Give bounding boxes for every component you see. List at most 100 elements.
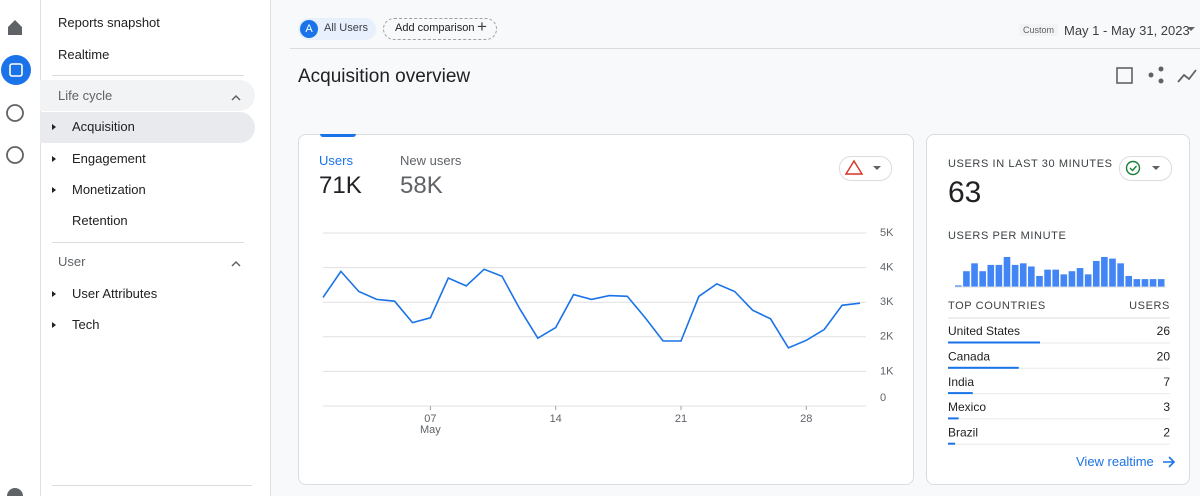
nav-item[interactable]: Retention [72, 213, 128, 228]
country-value: 2 [1163, 425, 1170, 439]
nav-item[interactable]: User Attributes [72, 286, 158, 301]
country-name: Canada [948, 349, 990, 363]
segment-label: All Users [324, 22, 369, 34]
y-tick-label: 2K [880, 331, 894, 343]
reports-icon[interactable] [1, 55, 31, 85]
country-name: United States [948, 324, 1020, 338]
minute-bar [955, 285, 962, 287]
country-value: 20 [1157, 349, 1171, 363]
country-bar [948, 442, 956, 445]
y-tick-label: 4K [880, 262, 894, 274]
minute-bar [1141, 279, 1149, 287]
expand-arrow[interactable] [52, 322, 56, 328]
nav-icons [52, 94, 241, 328]
minute-bar [1084, 274, 1092, 287]
minute-bar [1092, 260, 1100, 287]
country-value: 26 [1157, 324, 1171, 338]
share-dot [1158, 78, 1164, 84]
home-icon[interactable] [8, 20, 22, 35]
minute-bar [1149, 279, 1157, 287]
link-arrow [1163, 456, 1176, 468]
divider [290, 48, 1200, 49]
minute-bar [1003, 257, 1011, 287]
minute-bar [1125, 275, 1133, 287]
minute-bar [987, 264, 995, 287]
status-button[interactable] [1119, 156, 1172, 181]
nav-item[interactable]: Monetization [72, 182, 146, 197]
icon-rail [0, 0, 41, 496]
nav-item[interactable]: Acquisition [72, 119, 135, 134]
expand-arrow[interactable] [52, 156, 56, 162]
tab-value: 58K [400, 172, 443, 199]
nav-item[interactable]: Tech [72, 317, 100, 332]
nav-section[interactable]: Life cycle [58, 88, 113, 103]
add-comparison-label: Add comparison [395, 22, 475, 34]
share-dot [1158, 66, 1164, 72]
divider [52, 485, 252, 486]
expand-arrow[interactable] [52, 187, 56, 193]
insights-icon[interactable] [1177, 69, 1197, 83]
settings-icon[interactable] [7, 488, 23, 496]
share-icon[interactable] [1148, 72, 1154, 78]
expand-arrow[interactable] [52, 124, 56, 130]
anomaly-button[interactable] [839, 156, 892, 181]
x-tick-label: 14 [550, 413, 562, 425]
country-value: 7 [1163, 375, 1170, 389]
anomaly-icons [845, 159, 881, 175]
x-tick-label: 28 [800, 413, 812, 425]
tab-label[interactable]: New users [400, 153, 462, 168]
per-minute-title: USERS PER MINUTE [948, 230, 1067, 242]
minute-bar [1036, 275, 1043, 287]
tab-label[interactable]: Users [319, 153, 353, 168]
y-tick-label: 5K [880, 227, 894, 239]
expand-arrow[interactable] [52, 291, 56, 297]
realtime-title: USERS IN LAST 30 MINUTES [948, 158, 1113, 170]
x-tick-label: 07 [424, 413, 436, 425]
realtime-value: 63 [948, 176, 982, 209]
advertising-icon[interactable] [6, 146, 24, 164]
segment-avatar: A [300, 20, 318, 38]
active-tab-indicator [320, 134, 356, 137]
tab-value: 71K [319, 172, 362, 199]
nav-section[interactable]: User [58, 254, 86, 269]
title-actions [1116, 66, 1197, 84]
status-icons [1125, 160, 1160, 176]
minute-bar [1011, 264, 1019, 287]
date-range[interactable]: May 1 - May 31, 2023 [1064, 23, 1190, 38]
divider [52, 75, 244, 76]
selected-row [40, 112, 255, 143]
country-value: 3 [1163, 400, 1170, 414]
country-bar [948, 392, 973, 395]
explore-icon[interactable] [6, 104, 24, 122]
minute-bar [1117, 263, 1124, 287]
add-icon: + [477, 17, 487, 36]
page-title: Acquisition overview [298, 66, 471, 87]
date-dropdown[interactable] [1186, 26, 1196, 34]
minute-bar [1076, 268, 1084, 287]
country-bar [948, 417, 959, 420]
x-tick-sublabel: May [420, 424, 441, 436]
minute-bar [1019, 263, 1027, 287]
country-bar [948, 366, 1019, 369]
add-comparison-button[interactable] [383, 18, 497, 40]
collapse-icon[interactable] [231, 260, 241, 267]
realtime-card [926, 134, 1190, 485]
minute-bar [979, 271, 986, 287]
edit-icon[interactable] [1116, 67, 1133, 84]
rail-icons [1, 20, 31, 496]
reports-glyph [9, 63, 23, 77]
minute-bar [971, 263, 978, 287]
nav-item[interactable]: Engagement [72, 151, 146, 166]
minute-bar [1052, 269, 1059, 287]
segment-chip[interactable] [298, 18, 376, 40]
nav-item[interactable]: Realtime [58, 47, 110, 62]
minute-bar [963, 271, 970, 287]
collapse-icon[interactable] [231, 94, 241, 101]
y-tick-label: 3K [880, 296, 894, 308]
nav-item[interactable]: Reports snapshot [58, 15, 160, 30]
minute-bar [1060, 274, 1068, 287]
minute-bar [1068, 271, 1076, 287]
view-realtime-link[interactable]: View realtime [1076, 454, 1154, 469]
countries-header: TOP COUNTRIES [948, 300, 1046, 312]
